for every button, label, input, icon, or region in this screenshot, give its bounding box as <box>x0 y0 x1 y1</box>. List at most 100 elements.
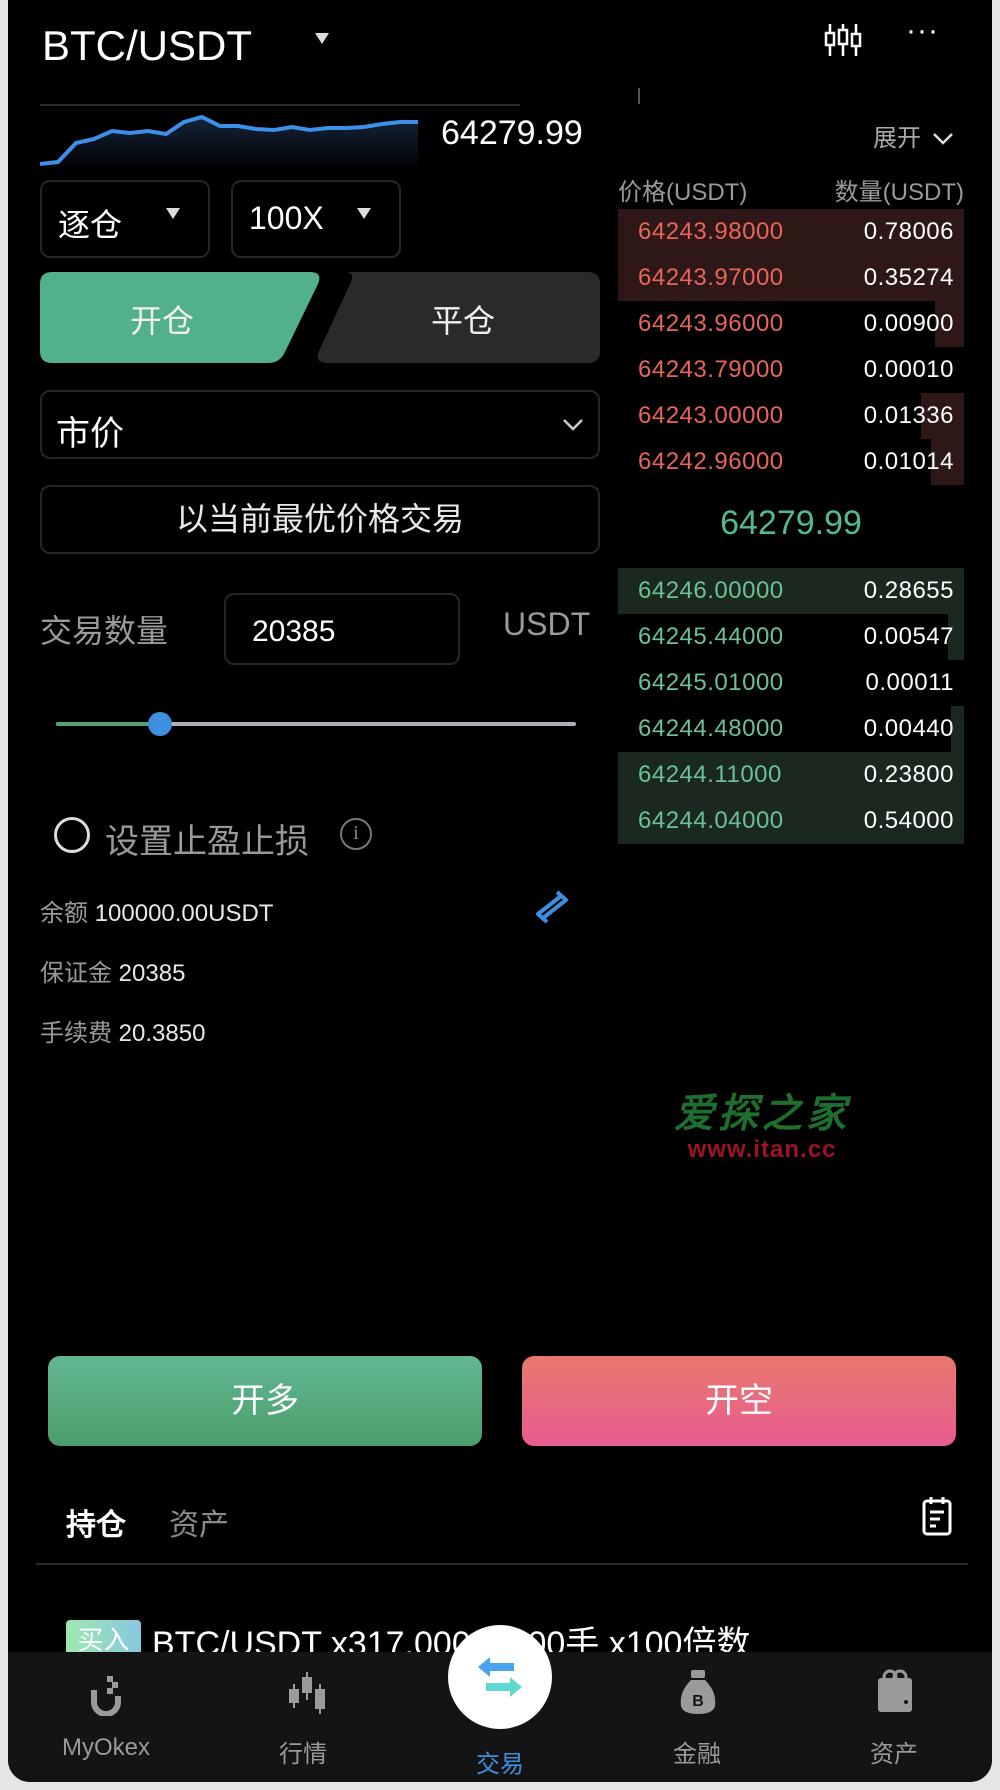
nav-market[interactable]: 行情 <box>205 1652 401 1782</box>
ask-price: 64242.96000 <box>638 448 784 475</box>
bid-row[interactable]: 64244.48000 0.00440 <box>618 706 964 752</box>
trade-swap-icon <box>478 1657 522 1697</box>
tpsl-label[interactable]: 设置止盈止损 <box>105 823 309 861</box>
bottom-nav: MyOkex 行情 交易 B 金融 资产 <box>8 1625 992 1782</box>
ask-qty: 0.01014 <box>863 448 954 475</box>
quantity-input[interactable]: 20385 <box>224 593 460 665</box>
dropdown-triangle-icon <box>357 208 371 219</box>
wallet-icon <box>878 1669 912 1712</box>
bid-qty: 0.00011 <box>865 669 954 696</box>
nav-label: 金融 <box>673 1741 721 1768</box>
ask-row[interactable]: 64242.96000 0.01014 <box>618 439 964 485</box>
svg-text:B: B <box>692 1693 704 1710</box>
price-column-header: 价格(USDT) <box>618 179 748 206</box>
depth-bar <box>931 439 964 485</box>
quantity-label: 交易数量 <box>40 613 169 649</box>
bid-row[interactable]: 64245.01000 0.00011 <box>618 660 964 706</box>
nav-label: MyOkex <box>61 1734 150 1761</box>
candlestick-chart-icon[interactable] <box>824 22 862 58</box>
more-icon[interactable]: ··· <box>906 14 939 47</box>
ask-qty: 0.78006 <box>863 218 954 245</box>
depth-bar <box>618 798 964 844</box>
leverage-select[interactable]: 100X <box>231 180 401 258</box>
ask-row[interactable]: 64243.00000 0.01336 <box>618 393 964 439</box>
ask-row[interactable]: 64243.97000 0.35274 <box>618 255 964 301</box>
tab-close-position[interactable]: 平仓 <box>430 303 495 339</box>
ask-row[interactable]: 64243.79000 0.00010 <box>618 347 964 393</box>
bid-row[interactable]: 64246.00000 0.28655 <box>618 568 964 614</box>
balance-label: 余额 <box>40 900 88 927</box>
open-long-button[interactable]: 开多 <box>48 1356 482 1446</box>
slider-fill <box>56 722 160 726</box>
slider-thumb[interactable] <box>148 712 172 736</box>
fee-row: 手续费 20.3850 <box>40 1013 205 1048</box>
bid-qty: 0.54000 <box>863 807 954 834</box>
nav-label: 交易 <box>476 1751 524 1778</box>
ask-price: 64243.96000 <box>638 310 784 337</box>
info-icon[interactable]: i <box>340 818 372 850</box>
tab-open-position[interactable]: 开仓 <box>129 303 194 339</box>
tab-assets[interactable]: 资产 <box>169 1509 229 1542</box>
bid-row[interactable]: 64244.11000 0.23800 <box>618 752 964 798</box>
quantity-slider[interactable] <box>56 712 576 736</box>
clipboard-icon[interactable] <box>922 1496 952 1536</box>
qty-column-header: 数量(USDT) <box>834 179 964 206</box>
ask-row[interactable]: 64243.98000 0.78006 <box>618 209 964 255</box>
bid-qty: 0.28655 <box>863 577 954 604</box>
bid-price: 64245.44000 <box>638 623 784 650</box>
margin-mode-value: 逐仓 <box>58 207 123 243</box>
expand-label: 展开 <box>873 125 921 152</box>
balance-value: 100000.00USDT <box>94 900 274 927</box>
chevron-down-icon <box>932 133 953 145</box>
tabs-divider <box>36 1563 968 1565</box>
nav-assets[interactable]: 资产 <box>796 1652 992 1782</box>
fee-value: 20.3850 <box>118 1020 206 1047</box>
depth-bar <box>948 614 964 660</box>
pair-dropdown-icon[interactable] <box>315 33 329 44</box>
mini-price-chart[interactable] <box>40 108 420 170</box>
depth-bar <box>618 752 964 798</box>
nav-myokex[interactable]: MyOkex <box>8 1652 204 1782</box>
open-close-tabs <box>40 272 600 363</box>
bid-price: 64245.01000 <box>638 669 784 696</box>
nav-label: 行情 <box>279 1741 327 1768</box>
margin-label: 保证金 <box>40 960 112 987</box>
pair-title[interactable]: BTC/USDT <box>42 22 252 69</box>
ask-qty: 0.00900 <box>863 310 954 337</box>
bid-row[interactable]: 64245.44000 0.00547 <box>618 614 964 660</box>
margin-mode-select[interactable]: 逐仓 <box>40 180 210 258</box>
dropdown-triangle-icon <box>166 208 180 219</box>
best-price-button[interactable]: 以当前最优价格交易 <box>40 485 600 554</box>
nav-finance[interactable]: B 金融 <box>599 1652 795 1782</box>
sparkline-line <box>40 114 418 166</box>
ask-qty: 0.00010 <box>863 356 954 383</box>
bid-price: 64244.11000 <box>638 761 782 788</box>
myokex-icon <box>91 1676 121 1716</box>
expand-button[interactable]: 展开 <box>873 118 954 153</box>
bid-qty: 0.23800 <box>863 761 954 788</box>
open-short-button[interactable]: 开空 <box>522 1356 956 1446</box>
money-bag-icon: B <box>680 1670 716 1714</box>
tpsl-radio[interactable] <box>54 817 90 853</box>
order-type-value: 市价 <box>56 415 124 453</box>
chevron-down-icon <box>563 419 583 431</box>
transfer-swap-icon[interactable] <box>533 888 571 926</box>
open-long-label: 开多 <box>231 1382 299 1420</box>
nav-label: 资产 <box>870 1741 918 1768</box>
tab-positions[interactable]: 持仓 <box>66 1509 126 1542</box>
order-type-select[interactable]: 市价 <box>40 390 600 459</box>
quantity-value: 20385 <box>252 615 336 648</box>
fee-label: 手续费 <box>40 1020 112 1047</box>
ask-price: 64243.98000 <box>638 218 784 245</box>
bid-qty: 0.00547 <box>863 623 954 650</box>
depth-bar <box>618 209 964 255</box>
ask-row[interactable]: 64243.96000 0.00900 <box>618 301 964 347</box>
ask-qty: 0.35274 <box>863 264 954 291</box>
chart-divider <box>40 104 520 106</box>
ask-price: 64243.00000 <box>638 402 784 429</box>
app-screen: BTC/USDT ··· 64279.99 展开 逐仓 100X 开仓 平仓 市… <box>8 0 992 1782</box>
bid-row[interactable]: 64244.04000 0.54000 <box>618 798 964 844</box>
last-price: 64279.99 <box>441 114 583 152</box>
ask-price: 64243.97000 <box>638 264 784 291</box>
nav-trade[interactable]: 交易 <box>402 1625 598 1782</box>
